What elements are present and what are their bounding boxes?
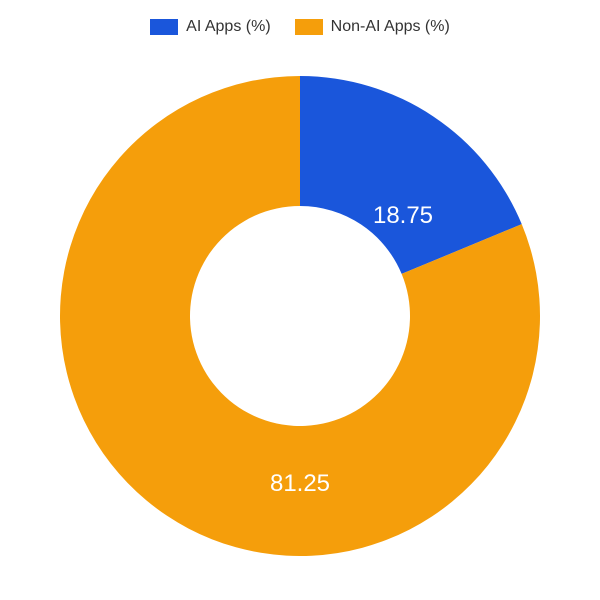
legend-item-non-ai: Non-AI Apps (%) bbox=[295, 18, 450, 36]
legend-label-non-ai: Non-AI Apps (%) bbox=[331, 18, 450, 36]
legend-label-ai: AI Apps (%) bbox=[186, 18, 270, 36]
chart-container: 18.75 81.25 bbox=[0, 46, 600, 586]
chart-legend: AI Apps (%) Non-AI Apps (%) bbox=[0, 0, 600, 46]
legend-swatch-ai bbox=[150, 19, 178, 35]
legend-swatch-non-ai bbox=[295, 19, 323, 35]
donut-chart: 18.75 81.25 bbox=[60, 76, 540, 556]
slice-label-ai: 18.75 bbox=[373, 202, 433, 230]
legend-item-ai: AI Apps (%) bbox=[150, 18, 270, 36]
slice-label-non-ai: 81.25 bbox=[270, 470, 330, 498]
